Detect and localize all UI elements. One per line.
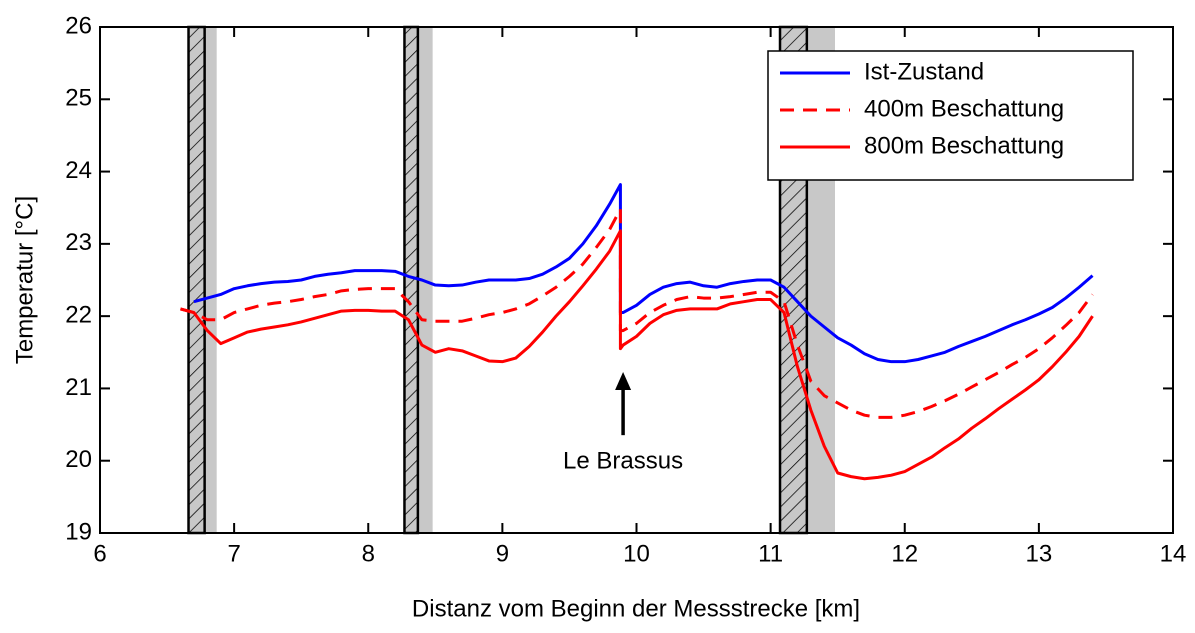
legend-label: 800m Beschattung [864,132,1064,159]
x-tick-label: 7 [227,540,240,567]
x-tick-label: 9 [496,540,509,567]
gray-region [204,27,217,533]
y-tick-label: 25 [65,85,92,112]
y-tick-label: 19 [65,518,92,545]
y-tick-label: 21 [65,374,92,401]
series-line [193,183,1094,364]
annotation-text: Le Brassus [563,448,683,475]
y-tick-label: 24 [65,157,92,184]
x-tick-label: 10 [623,540,650,567]
lines [180,183,1094,481]
y-tick-label: 23 [65,229,92,256]
x-tick-label: 14 [1160,540,1187,567]
x-tick-label: 12 [891,540,918,567]
y-tick-label: 20 [65,446,92,473]
series-line [180,229,1094,481]
y-tick-label: 26 [65,12,92,39]
y-tick-label: 22 [65,301,92,328]
annotation-arrowhead [615,371,632,390]
legend-label: Ist-Zustand [864,58,984,85]
x-tick-label: 11 [758,540,783,567]
x-tick-label: 8 [362,540,375,567]
y-axis-label: Temperatur [°C] [11,196,38,364]
x-axis-label: Distanz vom Beginn der Messstrecke [km] [412,595,860,622]
legend-label: 400m Beschattung [864,95,1064,122]
x-tick-label: 13 [1026,540,1053,567]
series-line [180,207,1094,419]
hatched-region [187,25,206,535]
axes: 6 7 8 9 10 11 12 13 14 19 20 21 22 23 24 25 26 Le Brassus… [65,12,1186,567]
hatched-region [403,25,420,535]
x-tick-label: 6 [93,540,106,567]
